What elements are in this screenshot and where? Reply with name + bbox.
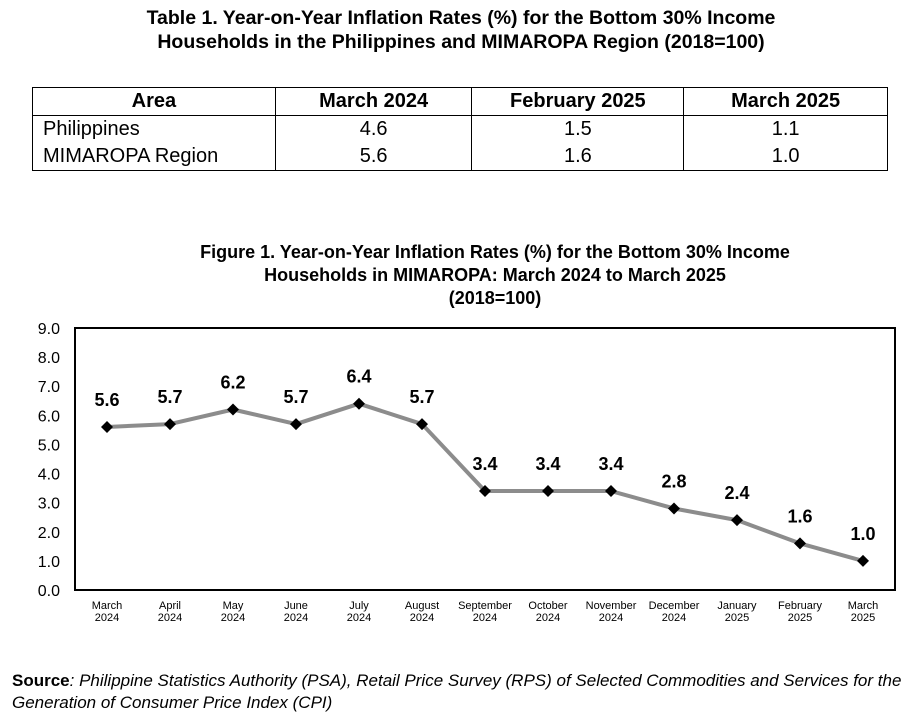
data-label: 2.8 bbox=[661, 471, 686, 491]
row-area-mimaropa: MIMAROPA Region bbox=[32, 143, 276, 171]
data-label: 5.7 bbox=[283, 387, 308, 407]
data-label: 6.4 bbox=[346, 367, 371, 387]
figure-title: Figure 1. Year-on-Year Inflation Rates (… bbox=[140, 241, 850, 310]
figure-title-line1: Figure 1. Year-on-Year Inflation Rates (… bbox=[200, 242, 790, 262]
x-tick-label: February 2025 bbox=[778, 600, 823, 624]
table-header-row: Area March 2024 February 2025 March 2025 bbox=[32, 87, 888, 116]
data-label: 5.7 bbox=[157, 387, 182, 407]
data-label: 6.2 bbox=[220, 373, 245, 393]
header-march-2024: March 2024 bbox=[274, 87, 473, 116]
data-point-marker bbox=[416, 418, 428, 431]
source-note: Source: Philippine Statistics Authority … bbox=[12, 670, 917, 714]
inflation-line-chart: 0.0 1.0 2.0 3.0 4.0 5.0 6.0 7.0 8.0 9.0 March 2024 A… bbox=[38, 321, 896, 624]
data-label: 5.6 bbox=[94, 390, 119, 410]
data-label: 3.4 bbox=[535, 454, 560, 474]
data-point-marker bbox=[794, 537, 806, 550]
y-tick-label: 2.0 bbox=[38, 525, 60, 542]
source-label: Source bbox=[12, 671, 70, 690]
figure-title-line3: (2018=100) bbox=[448, 288, 542, 308]
x-tick-label: June 2024 bbox=[284, 600, 308, 624]
table-cell: 1.5 bbox=[471, 115, 685, 143]
plot-area-border bbox=[74, 327, 896, 591]
source-text: : Philippine Statistics Authority (PSA), bbox=[69, 671, 357, 690]
table-cell: 4.6 bbox=[274, 115, 473, 143]
y-tick-label: 4.0 bbox=[38, 467, 60, 484]
data-label: 3.4 bbox=[598, 454, 623, 474]
y-tick-label: 1.0 bbox=[38, 554, 60, 571]
y-tick-label: 8.0 bbox=[38, 350, 60, 367]
x-tick-label: December 2024 bbox=[649, 600, 700, 624]
data-point-marker bbox=[542, 485, 554, 498]
x-tick-label: November 2024 bbox=[586, 600, 637, 624]
x-tick-label: August 2024 bbox=[405, 600, 439, 624]
header-march-2025: March 2025 bbox=[683, 87, 888, 116]
y-tick-label: 7.0 bbox=[38, 379, 60, 396]
data-point-marker bbox=[353, 397, 365, 410]
series-line bbox=[106, 401, 864, 563]
figure-title-line2: Households in MIMAROPA: March 2024 to Ma… bbox=[264, 265, 726, 285]
y-tick-label: 3.0 bbox=[38, 496, 60, 513]
x-tick-label: April 2024 bbox=[158, 600, 182, 624]
source-italic-text: Retail Price Survey (RPS) of Selected Co… bbox=[12, 671, 902, 712]
data-label: 2.4 bbox=[724, 483, 749, 503]
table-row: Philippines 4.6 1.5 1.1 bbox=[32, 115, 888, 143]
data-point-marker bbox=[605, 485, 617, 498]
y-tick-label: 5.0 bbox=[38, 437, 60, 454]
data-point-marker bbox=[731, 514, 743, 527]
x-tick-label: January 2025 bbox=[717, 600, 757, 624]
data-point-marker bbox=[164, 418, 176, 431]
data-point-marker bbox=[668, 502, 680, 515]
x-tick-label: September 2024 bbox=[458, 600, 512, 624]
data-point-marker bbox=[101, 420, 113, 433]
table-title: Table 1. Year-on-Year Inflation Rates (%… bbox=[0, 6, 922, 54]
data-point-marker bbox=[479, 485, 491, 498]
data-point-marker bbox=[290, 418, 302, 431]
table-row: MIMAROPA Region 5.6 1.6 1.0 bbox=[32, 143, 888, 171]
row-area-philippines: Philippines bbox=[32, 115, 276, 143]
x-tick-label: July 2024 bbox=[347, 600, 371, 624]
y-tick-label: 0.0 bbox=[38, 583, 60, 600]
table-cell: 1.0 bbox=[683, 143, 888, 171]
data-label: 1.0 bbox=[850, 524, 875, 544]
data-point-marker bbox=[857, 554, 869, 567]
data-label: 3.4 bbox=[472, 454, 497, 474]
table-cell: 1.6 bbox=[471, 143, 685, 171]
x-tick-label: October 2024 bbox=[528, 600, 567, 624]
data-label: 5.7 bbox=[409, 387, 434, 407]
y-tick-label: 6.0 bbox=[38, 408, 60, 425]
inflation-table: Area March 2024 February 2025 March 2025… bbox=[32, 87, 888, 171]
header-february-2025: February 2025 bbox=[471, 87, 685, 116]
table-cell: 5.6 bbox=[274, 143, 473, 171]
table-cell: 1.1 bbox=[683, 115, 888, 143]
data-label: 1.6 bbox=[787, 506, 812, 526]
data-point-marker bbox=[227, 403, 239, 416]
table-title-line2: Households in the Philippines and MIMARO… bbox=[157, 31, 765, 53]
x-tick-label: May 2024 bbox=[221, 600, 245, 624]
y-tick-label: 9.0 bbox=[38, 321, 60, 338]
x-tick-label: March 2025 bbox=[848, 600, 879, 624]
table-title-line1: Table 1. Year-on-Year Inflation Rates (%… bbox=[146, 7, 776, 29]
x-tick-label: March 2024 bbox=[92, 600, 123, 624]
header-area: Area bbox=[32, 87, 276, 116]
